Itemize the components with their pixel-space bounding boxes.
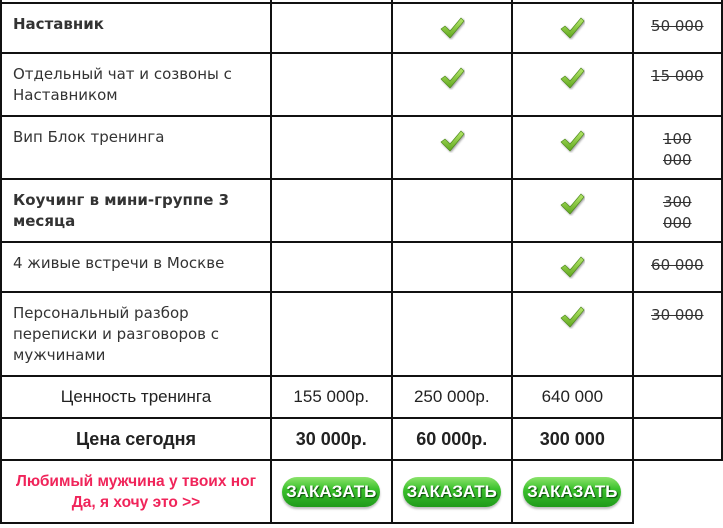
feature-row: Наставник 50 000 xyxy=(0,2,723,54)
plan-3-value: 300 000 xyxy=(511,417,634,461)
feature-row: Персональный разбор переписки и разговор… xyxy=(0,291,723,377)
plan-1-value: 155 000р. xyxy=(269,375,393,419)
order-row: Любимый мужчина у твоих ног Да, я хочу эт… xyxy=(0,459,722,524)
plan-1-cell xyxy=(269,2,393,54)
checkmark-icon xyxy=(559,255,585,285)
plan-2-value: 60 000р. xyxy=(390,417,514,461)
plan-3-cell xyxy=(511,115,634,180)
cta-text[interactable]: Любимый мужчина у твоих ног Да, я хочу эт… xyxy=(0,459,272,524)
feature-row: Коучинг в мини-группе 3 месяца 300 000 xyxy=(0,178,723,243)
plan-3-cell xyxy=(511,52,634,117)
old-price: 100 000 xyxy=(662,130,692,169)
checkmark-icon xyxy=(559,192,585,222)
old-price-cell: 30 000 xyxy=(631,291,723,377)
plan-1-cell xyxy=(269,291,393,377)
checkmark-icon xyxy=(559,16,585,46)
checkmark-icon xyxy=(559,66,585,96)
price-row: Цена сегодня 30 000р. 60 000р. 300 000 xyxy=(0,417,723,461)
old-price-cell: 100 000 xyxy=(631,115,723,180)
checkmark-icon xyxy=(439,129,465,159)
plan-1-value: 30 000р. xyxy=(269,417,393,461)
order-button-plan-2[interactable]: ЗАКАЗАТЬ xyxy=(402,476,501,507)
feature-name: Персональный разбор переписки и разговор… xyxy=(0,291,272,377)
cta-line-1[interactable]: Любимый мужчина у твоих ног xyxy=(15,472,257,490)
plan-2-cell xyxy=(390,2,514,54)
order-button-plan-1[interactable]: ЗАКАЗАТЬ xyxy=(282,476,381,507)
plan-3-cell xyxy=(511,241,634,293)
plan-1-cell xyxy=(269,178,393,243)
plan-2-cell xyxy=(390,241,514,293)
plan-1-cell xyxy=(269,52,393,117)
plan-1-cell xyxy=(269,241,393,293)
plan-3-cell xyxy=(511,291,634,377)
value-row: Ценность тренинга 155 000р. 250 000р. 640 0… xyxy=(0,375,723,419)
old-price: 15 000 xyxy=(651,67,704,85)
old-price-cell: 300 000 xyxy=(631,178,723,243)
feature-row: 4 живые встречи в Москве 60 000 xyxy=(0,241,723,293)
plan-3-cell xyxy=(511,178,634,243)
plan-2-value: 250 000р. xyxy=(390,375,514,419)
checkmark-icon xyxy=(559,305,585,335)
plan-2-cell xyxy=(390,178,514,243)
cta-line-2[interactable]: Да, я хочу это >> xyxy=(71,493,201,511)
old-price: 50 000 xyxy=(651,17,704,35)
plan-2-cell xyxy=(390,291,514,377)
old-price-cell: 50 000 xyxy=(631,2,723,54)
checkmark-icon xyxy=(559,129,585,159)
feature-row: Вип Блок тренинга 100 000 xyxy=(0,115,723,180)
value-row-label: Ценность тренинга xyxy=(0,375,272,419)
price-row-label: Цена сегодня xyxy=(0,417,272,461)
feature-name: Коучинг в мини-группе 3 месяца xyxy=(0,178,272,243)
old-price: 60 000 xyxy=(651,256,704,274)
cut-off-row xyxy=(0,0,723,4)
feature-name: 4 живые встречи в Москве xyxy=(0,241,272,293)
checkmark-icon xyxy=(439,66,465,96)
old-price: 30 000 xyxy=(651,306,704,324)
plan-3-value: 640 000 xyxy=(511,375,634,419)
order-button-plan-3[interactable]: ЗАКАЗАТЬ xyxy=(523,476,622,507)
plan-2-cell xyxy=(390,115,514,180)
old-price: 300 000 xyxy=(662,193,692,232)
feature-name: Вип Блок тренинга xyxy=(0,115,272,180)
plan-3-cell xyxy=(511,2,634,54)
plan-1-cell xyxy=(269,115,393,180)
old-price-cell: 60 000 xyxy=(631,241,723,293)
feature-row: Отдельный чат и созвоны с Наставником 15 … xyxy=(0,52,723,117)
plan-2-cell xyxy=(390,52,514,117)
checkmark-icon xyxy=(439,16,465,46)
feature-name: Отдельный чат и созвоны с Наставником xyxy=(0,52,272,117)
old-price-cell: 15 000 xyxy=(631,52,723,117)
feature-name: Наставник xyxy=(0,2,272,54)
